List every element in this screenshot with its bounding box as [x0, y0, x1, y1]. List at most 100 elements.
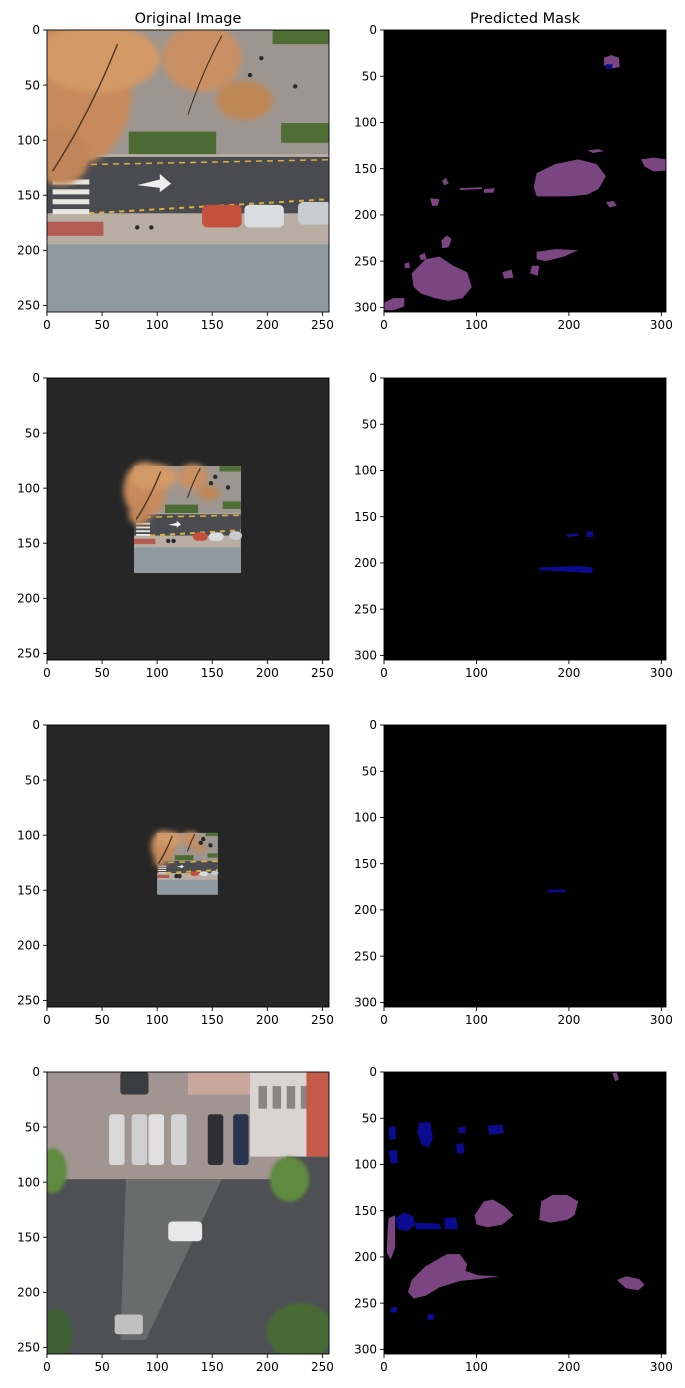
mask-region-purple [411, 256, 472, 301]
x-tick: 150 [201, 1007, 224, 1027]
x-tick: 300 [650, 1354, 673, 1374]
mask-region-blue [417, 1121, 433, 1148]
y-tick-label: 50 [362, 69, 377, 83]
x-tick: 150 [201, 660, 224, 680]
y-tick: 200 [354, 208, 384, 222]
x-tick: 250 [311, 1007, 334, 1027]
x-tick: 200 [256, 1354, 279, 1374]
y-tick-label: 250 [354, 602, 377, 616]
x-tick-label: 50 [94, 318, 109, 332]
axes-frame [383, 377, 667, 661]
mask-region-purple [605, 201, 617, 208]
y-tick: 300 [354, 301, 384, 315]
y-tick-label: 250 [17, 994, 40, 1008]
y-tick-label: 150 [17, 536, 40, 550]
x-tick-label: 300 [650, 318, 673, 332]
y-tick: 100 [17, 1175, 47, 1189]
y-tick: 0 [369, 23, 384, 37]
y-tick: 100 [354, 464, 384, 478]
y-tick-label: 100 [17, 1175, 40, 1189]
x-tick-label: 100 [146, 1360, 169, 1374]
y-tick: 100 [354, 116, 384, 130]
panel-5-image [384, 725, 666, 1007]
x-tick: 200 [557, 1354, 580, 1374]
image-background [384, 725, 666, 1007]
mask-region-purple [442, 177, 449, 186]
mask-region-purple [384, 298, 405, 311]
y-tick: 100 [17, 828, 47, 842]
y-tick: 250 [354, 254, 384, 268]
panel-4-image [47, 725, 329, 1007]
y-tick-label: 200 [354, 208, 377, 222]
y-tick-label: 150 [17, 883, 40, 897]
mask-region-blue [567, 533, 579, 537]
panel-7-image [384, 1072, 666, 1354]
x-tick-label: 100 [465, 1360, 488, 1374]
x-tick-label: 250 [311, 318, 334, 332]
y-tick: 0 [32, 1065, 47, 1079]
y-tick-label: 250 [354, 254, 377, 268]
panel-6-image [47, 1072, 329, 1354]
y-tick-label: 0 [369, 718, 377, 732]
x-tick: 300 [650, 660, 673, 680]
y-tick-label: 100 [354, 116, 377, 130]
y-tick-label: 0 [32, 23, 40, 37]
x-tick-label: 100 [465, 666, 488, 680]
y-tick: 50 [362, 1111, 384, 1125]
x-tick-label: 100 [146, 1013, 169, 1027]
y-tick: 300 [354, 996, 384, 1010]
y-tick-label: 150 [17, 1230, 40, 1244]
y-tick: 300 [354, 1343, 384, 1357]
mask-region-blue [388, 1125, 396, 1141]
x-tick: 150 [201, 1354, 224, 1374]
x-tick: 200 [256, 1007, 279, 1027]
y-tick-label: 0 [369, 371, 377, 385]
x-tick: 200 [256, 312, 279, 332]
x-tick-label: 50 [94, 1013, 109, 1027]
mask-region-blue [605, 64, 613, 69]
x-tick-label: 200 [557, 1360, 580, 1374]
y-tick: 0 [369, 1065, 384, 1079]
x-tick: 100 [465, 1007, 488, 1027]
x-tick: 100 [465, 660, 488, 680]
mask-region-purple [530, 265, 540, 276]
mask-region-purple [641, 157, 666, 172]
x-tick: 200 [557, 660, 580, 680]
y-tick: 150 [17, 1230, 47, 1244]
mask-region-purple [502, 269, 514, 279]
y-tick-label: 200 [354, 903, 377, 917]
mask-region-purple [612, 1072, 619, 1082]
photo-aerial_street_autumn [47, 30, 329, 312]
y-tick-label: 150 [354, 857, 377, 871]
image-background [384, 1072, 666, 1354]
mask-region-blue [388, 1149, 398, 1164]
x-tick: 200 [256, 660, 279, 680]
x-tick-label: 250 [311, 666, 334, 680]
x-tick: 200 [557, 312, 580, 332]
mask-region-purple [404, 262, 410, 269]
y-tick: 200 [354, 903, 384, 917]
x-tick-label: 0 [380, 1360, 388, 1374]
x-tick: 250 [311, 660, 334, 680]
y-tick: 200 [17, 592, 47, 606]
y-tick: 50 [362, 69, 384, 83]
x-tick-label: 0 [380, 318, 388, 332]
panel-title: Original Image [135, 11, 242, 27]
mask-region-blue [427, 1314, 434, 1320]
y-tick: 0 [369, 371, 384, 385]
mask-region-purple [539, 1195, 579, 1223]
x-tick-label: 100 [465, 318, 488, 332]
y-tick: 50 [25, 1120, 47, 1134]
y-tick: 50 [25, 426, 47, 440]
x-tick-label: 0 [43, 1360, 51, 1374]
y-tick-label: 150 [354, 162, 377, 176]
y-tick: 100 [354, 1158, 384, 1172]
